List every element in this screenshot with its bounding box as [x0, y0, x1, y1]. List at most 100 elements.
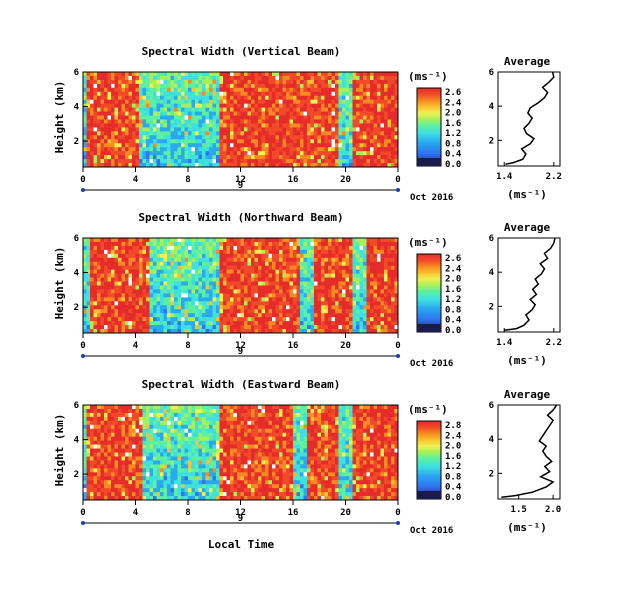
colorbar-tick-label: 2.0 — [445, 109, 461, 119]
colorbar-tick-label: 1.6 — [445, 285, 461, 295]
x-tick-label: 12 — [235, 508, 246, 518]
average-y-tick-label: 6 — [489, 68, 494, 78]
panel-title: Spectral Width (Vertical Beam) — [142, 45, 341, 58]
average-profile: Average (ms⁻¹) 6 4 2 1.4 2.2 — [489, 221, 562, 367]
colorbar-tick-label: 0.8 — [445, 305, 461, 315]
x-tick-label: 0 — [80, 175, 85, 185]
colorbar-tick-label: 1.6 — [445, 119, 461, 129]
colorbar-tick-label: 2.6 — [445, 254, 461, 264]
heatmap-cells — [83, 72, 399, 168]
average-x-tick-label: 2.2 — [546, 172, 562, 182]
colorbar-tick-label: 2.0 — [445, 275, 461, 285]
colorbar-tick-label: 0.8 — [445, 472, 461, 482]
panel-vertical-beam: Spectral Width (Vertical Beam) Height (k… — [53, 45, 562, 203]
x-tick-label: 12 — [235, 341, 246, 351]
colorbar-tick-label: 1.6 — [445, 452, 461, 462]
average-profile: Average (ms⁻¹) 6 4 2 1.4 2.2 — [489, 55, 562, 201]
y-tick-label: 2 — [74, 137, 79, 147]
average-title: Average — [504, 55, 551, 68]
average-x-tick-label: 2.0 — [545, 505, 561, 515]
y-axis-label: Height (km) — [53, 414, 66, 487]
bottom-x-axis-label: Local Time — [208, 538, 275, 551]
date-label: Oct 2016 — [410, 193, 453, 203]
panel-title: Spectral Width (Northward Beam) — [138, 211, 343, 224]
x-tick-label: 0 — [80, 341, 85, 351]
colorbar-tick-label: 0.4 — [445, 150, 462, 160]
date-axis-start — [81, 354, 85, 358]
x-tick-label: 8 — [185, 341, 190, 351]
colorbar-floor — [417, 324, 441, 332]
average-title: Average — [504, 221, 551, 234]
average-xlabel: (ms⁻¹) — [507, 521, 547, 534]
colorbar-tick-label: 2.4 — [445, 431, 462, 441]
average-y-tick-label: 6 — [489, 401, 494, 411]
panel-eastward-beam: Spectral Width (Eastward Beam) Height (k… — [53, 378, 561, 536]
heatmap-cells — [83, 405, 399, 501]
colorbar-tick-label: 0.0 — [445, 160, 461, 170]
colorbar-tick-label: 2.0 — [445, 442, 461, 452]
x-tick-label: 4 — [133, 341, 139, 351]
colorbar-floor — [417, 158, 441, 166]
x-tick-label: 4 — [133, 508, 139, 518]
x-tick-label: 16 — [288, 175, 299, 185]
average-y-tick-label: 2 — [489, 136, 494, 146]
x-tick-label: 0 — [80, 508, 85, 518]
colorbar: 2.82.42.01.61.20.80.40.0 — [416, 420, 462, 503]
colorbar-tick-label: 2.8 — [445, 421, 461, 431]
average-line — [501, 404, 558, 499]
average-frame — [497, 237, 561, 333]
y-tick-label: 2 — [74, 303, 79, 313]
x-tick-label: 16 — [288, 508, 299, 518]
y-axis-label: Height (km) — [53, 247, 66, 320]
colorbar-tick-label: 0.4 — [445, 316, 462, 326]
colorbar-tick-label: 1.2 — [445, 462, 461, 472]
colorbar-gradient — [416, 420, 442, 500]
average-xlabel: (ms⁻¹) — [507, 188, 547, 201]
colorbar-tick-label: 2.4 — [445, 264, 462, 274]
colorbar-tick-label: 0.0 — [445, 493, 461, 503]
average-y-tick-label: 2 — [489, 469, 494, 479]
x-tick-label: 20 — [340, 175, 351, 185]
average-y-tick-label: 6 — [489, 234, 494, 244]
panel-title: Spectral Width (Eastward Beam) — [142, 378, 341, 391]
y-tick-label: 4 — [74, 103, 80, 113]
panel-northward-beam: Spectral Width (Northward Beam) Height (… — [53, 211, 562, 369]
y-tick-label: 4 — [74, 436, 80, 446]
x-tick-label: 16 — [288, 341, 299, 351]
x-tick-label: 0 — [395, 508, 400, 518]
colorbar-unit: (ms⁻¹) — [408, 403, 448, 416]
y-axis-label: Height (km) — [53, 81, 66, 154]
average-y-tick-label: 4 — [489, 268, 495, 278]
average-x-tick-label: 1.4 — [496, 338, 513, 348]
date-axis-start — [81, 521, 85, 525]
average-y-tick-label: 4 — [489, 435, 495, 445]
colorbar-floor — [417, 491, 441, 499]
x-tick-label: 0 — [395, 341, 400, 351]
y-tick-label: 6 — [74, 68, 79, 78]
average-y-tick-label: 2 — [489, 302, 494, 312]
average-xlabel: (ms⁻¹) — [507, 354, 547, 367]
average-line — [504, 237, 556, 332]
date-tick-label: 9 — [238, 181, 243, 191]
average-title: Average — [504, 388, 551, 401]
x-tick-label: 12 — [235, 175, 246, 185]
colorbar-tick-label: 2.4 — [445, 98, 462, 108]
colorbar-tick-label: 1.2 — [445, 129, 461, 139]
colorbar-gradient — [416, 87, 442, 167]
colorbar-unit: (ms⁻¹) — [408, 236, 448, 249]
average-frame — [497, 71, 561, 167]
colorbar-tick-label: 0.4 — [445, 483, 462, 493]
x-tick-label: 8 — [185, 175, 190, 185]
colorbar-tick-label: 0.0 — [445, 326, 461, 336]
x-tick-label: 20 — [340, 508, 351, 518]
date-axis-end — [396, 188, 400, 192]
colorbar-tick-label: 2.6 — [445, 88, 461, 98]
date-axis-end — [396, 521, 400, 525]
date-label: Oct 2016 — [410, 359, 453, 369]
average-y-tick-label: 4 — [489, 102, 495, 112]
average-line — [505, 71, 555, 166]
y-tick-label: 6 — [74, 234, 79, 244]
